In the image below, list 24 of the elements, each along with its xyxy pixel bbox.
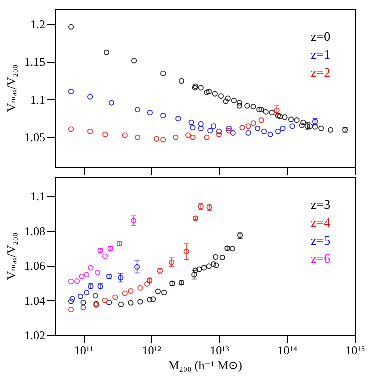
x-tick-label: 10¹⁴: [278, 344, 298, 358]
text: z=4: [311, 215, 332, 230]
y-tick-label: 1.02: [24, 328, 46, 342]
y-tick-label: 1.08: [24, 224, 46, 238]
y-tick-label: 1.1: [30, 92, 46, 107]
y-tick-label: 1.06: [24, 259, 46, 274]
text: z=1: [311, 47, 331, 62]
text: z=3: [311, 197, 331, 212]
x-tick-label: 10¹²: [142, 344, 162, 358]
y-axis-title: Vₘₐₓ/V₂₀₀: [4, 64, 18, 112]
x-tick-label: 10¹⁵: [346, 344, 366, 358]
y-tick-label: 1.2: [30, 18, 46, 32]
x-axis-title: M₂₀₀ (h⁻¹ M⊙): [168, 358, 242, 372]
text: z=5: [311, 233, 331, 248]
text: z=0: [311, 29, 331, 44]
x-tick-label: 10¹³: [210, 344, 230, 358]
text: z=6: [311, 251, 332, 266]
y-tick-label: 1.05: [24, 130, 46, 144]
x-tick-label: 10¹¹: [74, 344, 94, 358]
y-tick-label: 1.1: [30, 190, 46, 204]
text: z=2: [311, 65, 331, 80]
y-tick-label: 1.04: [24, 294, 46, 308]
y-tick-label: 1.15: [24, 55, 46, 70]
y-axis-title: Vₘₐₓ/V₂₀₀: [4, 232, 18, 280]
